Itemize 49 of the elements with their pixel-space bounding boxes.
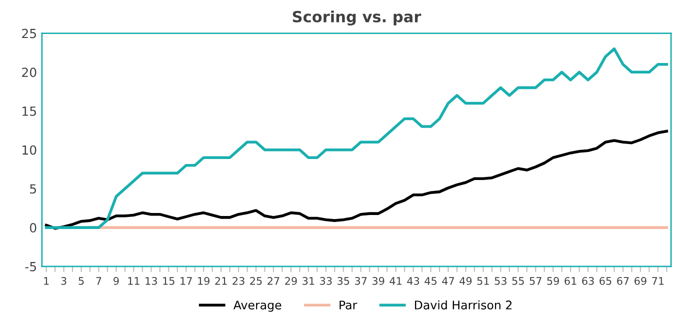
x-tick-label: 61 bbox=[564, 277, 576, 285]
x-tick-label: 37 bbox=[355, 277, 367, 285]
x-tick-label: 55 bbox=[512, 277, 524, 285]
x-tick-label: 69 bbox=[634, 277, 646, 285]
x-tick-label: 35 bbox=[338, 277, 350, 285]
x-tick-label: 17 bbox=[180, 277, 192, 285]
y-tick-label: 15 bbox=[22, 106, 36, 116]
x-tick-label: 5 bbox=[78, 277, 84, 285]
x-tick-label: 15 bbox=[163, 277, 174, 285]
x-tick-label: 57 bbox=[530, 277, 542, 285]
x-tick-label: 33 bbox=[320, 277, 332, 285]
x-tick-label: 3 bbox=[61, 277, 66, 285]
x-tick-label: 65 bbox=[600, 277, 612, 285]
x-tick-label: 67 bbox=[617, 277, 629, 285]
x-tick-label: 9 bbox=[114, 277, 119, 285]
x-tick-label: 51 bbox=[477, 277, 489, 285]
x-tick-label: 27 bbox=[268, 277, 280, 285]
x-tick-label: 31 bbox=[302, 277, 314, 285]
line-series bbox=[44, 130, 668, 230]
chart-title: Scoring vs. par bbox=[292, 10, 422, 26]
x-tick-label: 63 bbox=[582, 277, 594, 285]
y-tick-label: -5 bbox=[25, 262, 36, 272]
x-tick-label: 39 bbox=[372, 277, 384, 285]
x-tick-label: 1 bbox=[44, 277, 49, 285]
x-tick-label: 25 bbox=[250, 277, 262, 285]
y-tick-label: 10 bbox=[22, 145, 36, 155]
x-tick-label: 19 bbox=[198, 277, 210, 285]
x-tick-label: 23 bbox=[232, 277, 244, 285]
legend-label: David Harrison 2 bbox=[414, 300, 512, 310]
legend-label: Average bbox=[233, 300, 282, 312]
legend-label: Par bbox=[340, 300, 358, 310]
y-tick-label: 25 bbox=[22, 28, 36, 38]
x-tick-label: 11 bbox=[128, 277, 140, 285]
line-series bbox=[44, 47, 668, 229]
x-tick-label: 59 bbox=[547, 277, 559, 285]
x-tick-label: 49 bbox=[460, 277, 472, 285]
x-tick-label: 71 bbox=[652, 277, 664, 285]
x-tick-label: 21 bbox=[215, 277, 227, 285]
x-tick-label: 45 bbox=[424, 277, 436, 285]
y-tick-label: 20 bbox=[22, 68, 36, 78]
x-tick-label: 13 bbox=[146, 277, 157, 285]
x-tick-label: 47 bbox=[442, 277, 454, 285]
x-tick-label: 43 bbox=[407, 277, 420, 285]
x-tick-label: 29 bbox=[285, 277, 297, 285]
y-tick-label: 0 bbox=[30, 223, 36, 232]
y-tick-label: 5 bbox=[30, 184, 36, 194]
x-tick-label: 41 bbox=[390, 277, 402, 285]
x-tick-label: 7 bbox=[96, 277, 102, 285]
x-tick-label: 53 bbox=[494, 277, 506, 285]
